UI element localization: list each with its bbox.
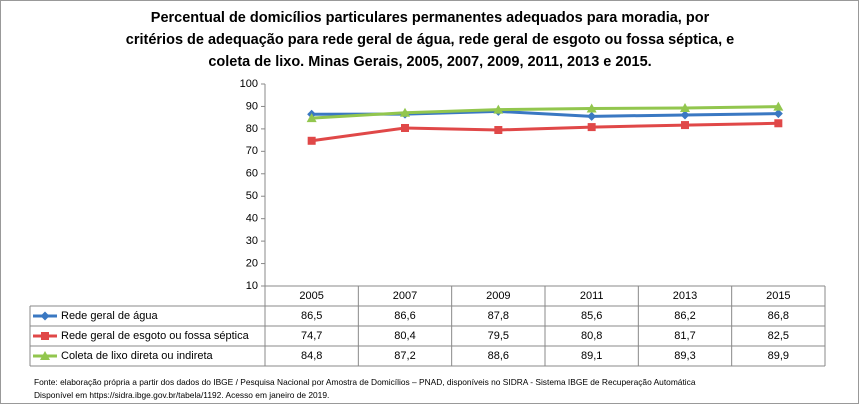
point <box>773 101 784 111</box>
data-label: 81,7 <box>674 330 695 342</box>
point <box>680 110 690 120</box>
y-tick-label: 50 <box>246 190 258 202</box>
data-label: 87,2 <box>394 350 415 362</box>
point <box>306 113 317 123</box>
data-label: 89,1 <box>581 350 602 362</box>
y-tick-label: 80 <box>246 123 258 135</box>
y-tick-label: 10 <box>246 280 258 292</box>
source-note: Fonte: elaboração própria a partir dos d… <box>34 377 696 387</box>
point <box>586 103 597 113</box>
y-tick-label: 100 <box>240 78 258 90</box>
series-line <box>311 105 779 120</box>
data-label: 80,4 <box>394 330 415 342</box>
x-tick-label: 2005 <box>299 290 323 302</box>
data-label: 80,8 <box>581 330 602 342</box>
x-tick-label: 2011 <box>580 290 604 302</box>
point <box>773 109 783 119</box>
legend-label: Rede geral de esgoto ou fossa séptica <box>61 330 250 342</box>
data-label: 86,2 <box>674 310 695 322</box>
y-tick-label: 20 <box>246 257 258 269</box>
legend-marker <box>40 311 50 321</box>
data-label: 86,5 <box>301 310 322 322</box>
point <box>774 119 783 128</box>
data-label: 84,8 <box>301 350 322 362</box>
y-tick-label: 40 <box>246 213 258 225</box>
y-tick-label: 30 <box>246 235 258 247</box>
y-tick-label: 60 <box>246 168 258 180</box>
point <box>680 103 690 113</box>
point <box>587 111 597 121</box>
point <box>494 126 503 135</box>
point <box>681 121 689 130</box>
x-tick-label: 2007 <box>393 290 417 302</box>
data-label: 88,6 <box>488 350 509 362</box>
point <box>307 136 316 145</box>
legend-marker <box>41 332 49 340</box>
legend-label: Rede geral de água <box>61 310 159 322</box>
point <box>401 123 409 132</box>
data-label: 89,9 <box>768 350 789 362</box>
point <box>400 107 410 117</box>
data-label: 79,5 <box>488 330 509 342</box>
legend-label: Coleta de lixo direta ou indireta <box>61 350 214 362</box>
data-label: 82,5 <box>768 330 789 342</box>
y-tick-label: 70 <box>246 145 258 157</box>
x-tick-label: 2013 <box>673 290 697 302</box>
data-label: 86,8 <box>768 310 789 322</box>
data-label: 85,6 <box>581 310 602 322</box>
point <box>493 104 504 114</box>
chart-title: critérios de adequação para rede geral d… <box>126 32 734 48</box>
data-label: 87,8 <box>488 310 509 322</box>
source-note: Disponível em https://sidra.ibge.gov.br/… <box>34 390 329 400</box>
y-tick-label: 90 <box>246 100 258 112</box>
data-label: 74,7 <box>301 330 322 342</box>
data-label: 89,3 <box>674 350 695 362</box>
chart-title: Percentual de domicílios particulares pe… <box>151 10 710 26</box>
x-tick-label: 2009 <box>486 290 510 302</box>
legend-marker <box>40 351 50 360</box>
x-tick-label: 2015 <box>766 290 790 302</box>
series-line <box>311 121 779 143</box>
data-label: 86,6 <box>394 310 415 322</box>
point <box>587 123 596 132</box>
chart-title: coleta de lixo. Minas Gerais, 2005, 2007… <box>208 54 651 70</box>
